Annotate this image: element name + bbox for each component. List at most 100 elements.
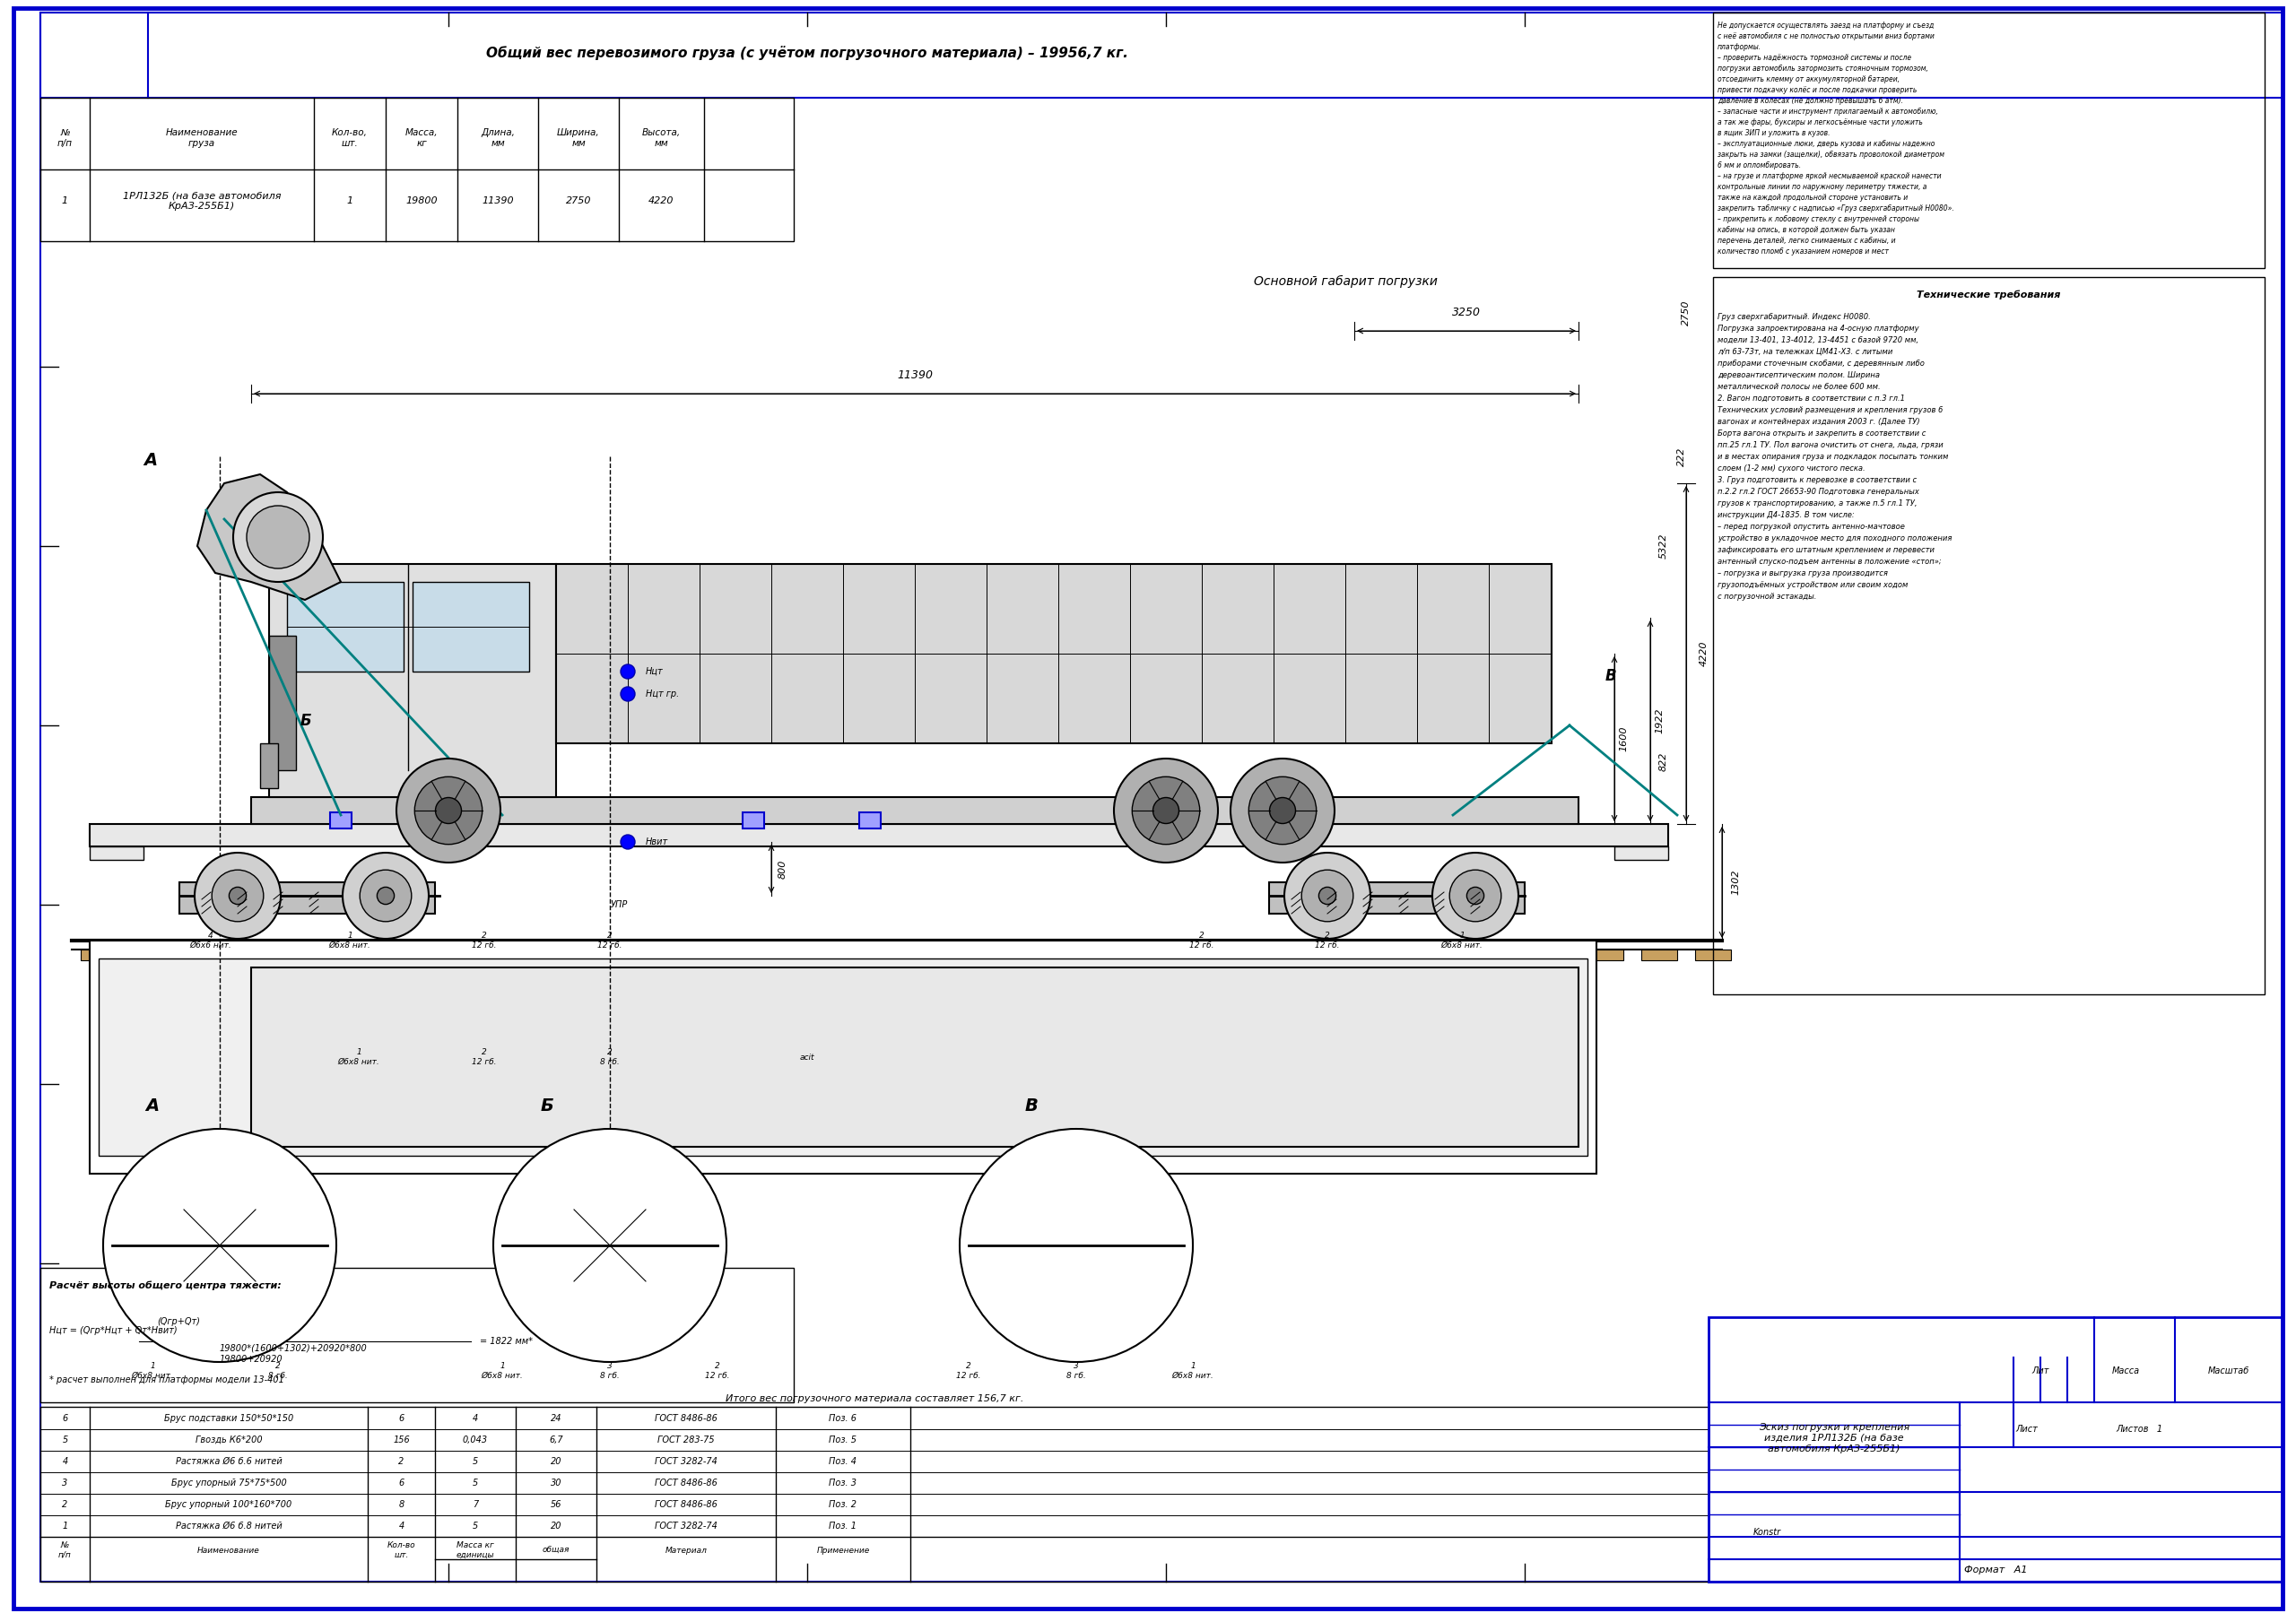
Circle shape: [377, 887, 395, 905]
Text: А: А: [145, 1098, 158, 1114]
Bar: [1426, 949, 1463, 960]
Text: 2: 2: [62, 1500, 69, 1508]
Bar: [188, 949, 225, 960]
Text: 800: 800: [778, 860, 788, 879]
Bar: [404, 949, 439, 960]
Bar: [41, 1268, 794, 1403]
Text: 1302: 1302: [1731, 869, 1740, 895]
Bar: [457, 949, 494, 960]
Text: ГОСТ 8486-86: ГОСТ 8486-86: [654, 1479, 716, 1487]
Text: А: А: [142, 453, 156, 469]
Text: Б: Б: [540, 1098, 553, 1114]
Circle shape: [1302, 869, 1352, 921]
Text: с неё автомобиля с не полностью открытыми вниз бортами: с неё автомобиля с не полностью открытым…: [1717, 32, 1936, 41]
Text: 2
8 гб.: 2 8 гб.: [269, 1362, 287, 1380]
Bar: [1102, 949, 1139, 960]
Bar: [269, 636, 296, 770]
Text: 1
Ø6x8 нит.: 1 Ø6x8 нит.: [131, 1362, 174, 1380]
Text: 2: 2: [400, 1457, 404, 1466]
Text: Поз. 6: Поз. 6: [829, 1414, 856, 1422]
Text: 2
12 гб.: 2 12 гб.: [473, 933, 496, 949]
Text: ГОСТ 8486-86: ГОСТ 8486-86: [654, 1414, 716, 1422]
Text: 5: 5: [62, 1435, 69, 1445]
Text: Длина,
мм: Длина, мм: [480, 128, 514, 148]
Text: 156: 156: [393, 1435, 409, 1445]
Text: 1
Ø6x8 нит.: 1 Ø6x8 нит.: [1171, 1362, 1215, 1380]
Text: 4: 4: [473, 1414, 478, 1422]
Text: 0,043: 0,043: [464, 1435, 489, 1445]
Circle shape: [620, 665, 636, 678]
Bar: [1534, 949, 1570, 960]
Bar: [673, 949, 709, 960]
Text: 4
Ø6x6 нит.: 4 Ø6x6 нит.: [191, 933, 232, 949]
Text: инструкции Д4-1835. В том числе:: инструкции Д4-1835. В том числе:: [1717, 511, 1855, 519]
Bar: [512, 949, 546, 960]
Bar: [556, 564, 1552, 743]
Text: Применение: Применение: [817, 1546, 870, 1554]
Text: 4: 4: [400, 1521, 404, 1531]
Text: Нцт гр.: Нцт гр.: [645, 689, 680, 699]
Text: также на каждой продольной стороне установить и: также на каждой продольной стороне устан…: [1717, 193, 1908, 201]
Text: – эксплуатационные люки, дверь кузова и кабины надежно: – эксплуатационные люки, дверь кузова и …: [1717, 139, 1936, 148]
Bar: [726, 949, 762, 960]
Circle shape: [620, 686, 636, 701]
Text: Konstr: Konstr: [1754, 1528, 1782, 1536]
Text: 11390: 11390: [898, 370, 932, 381]
Text: перечень деталей, легко снимаемых с кабины, и: перечень деталей, легко снимаемых с каби…: [1717, 237, 1896, 245]
Circle shape: [1433, 853, 1518, 939]
Text: с погрузочной эстакады.: с погрузочной эстакады.: [1717, 592, 1816, 600]
Text: 7: 7: [473, 1500, 478, 1508]
Bar: [1210, 949, 1247, 960]
Bar: [1713, 13, 2264, 268]
Text: 2. Вагон подготовить в соответствии с п.3 гл.1: 2. Вагон подготовить в соответствии с п.…: [1717, 394, 1906, 402]
Text: контрольные линии по наружному периметру тяжести, а: контрольные линии по наружному периметру…: [1717, 183, 1926, 191]
Bar: [1265, 949, 1300, 960]
Text: – запасные части и инструмент прилагаемый к автомобилю,: – запасные части и инструмент прилагаемы…: [1717, 107, 1938, 115]
Text: – погрузка и выгрузка груза производится: – погрузка и выгрузка груза производится: [1717, 569, 1887, 577]
Text: Нцт: Нцт: [645, 667, 664, 676]
Text: Не допускается осуществлять заезд на платформу и съезд: Не допускается осуществлять заезд на пла…: [1717, 21, 1933, 29]
Circle shape: [1114, 759, 1217, 863]
Bar: [41, 13, 2282, 97]
Text: 6: 6: [62, 1414, 69, 1422]
Text: – перед погрузкой опустить антенно-мачтовое: – перед погрузкой опустить антенно-мачто…: [1717, 522, 1906, 530]
Text: 30: 30: [551, 1479, 563, 1487]
Circle shape: [195, 853, 280, 939]
Text: Эскиз погрузки и крепления
изделия 1РЛ132Б (на базе
автомобиля КрАЗ-255Б1): Эскиз погрузки и крепления изделия 1РЛ13…: [1759, 1424, 1910, 1453]
Text: 2
12 гб.: 2 12 гб.: [597, 933, 622, 949]
Text: 19800: 19800: [406, 196, 439, 206]
Bar: [1318, 949, 1355, 960]
Text: грузоподъёмных устройством или своим ходом: грузоподъёмных устройством или своим ход…: [1717, 581, 1908, 589]
Circle shape: [1449, 869, 1502, 921]
Text: привести подкачку колёс и после подкачки проверить: привести подкачку колёс и после подкачки…: [1717, 86, 1917, 94]
Text: пп.25 гл.1 ТУ. Пол вагона очистить от снега, льда, грязи: пп.25 гл.1 ТУ. Пол вагона очистить от сн…: [1717, 441, 1942, 449]
Text: 5: 5: [473, 1521, 478, 1531]
Text: Масса,
кг: Масса, кг: [404, 128, 439, 148]
Text: – на грузе и платформе яркой несмываемой краской нанести: – на грузе и платформе яркой несмываемой…: [1717, 172, 1942, 180]
Bar: [565, 949, 602, 960]
Text: деревоантисептическим полом. Ширина: деревоантисептическим полом. Ширина: [1717, 371, 1880, 380]
Bar: [1192, 813, 1212, 829]
Circle shape: [342, 853, 429, 939]
Text: погрузки автомобиль затормозить стояночным тормозом,: погрузки автомобиль затормозить стояночн…: [1717, 65, 1929, 73]
Bar: [135, 949, 170, 960]
Bar: [1708, 1317, 2282, 1581]
Text: давление в колесах (не должно превышать 6 атм).: давление в колесах (не должно превышать …: [1717, 97, 1903, 105]
Text: В: В: [1024, 1098, 1038, 1114]
Text: Кол-во
шт.: Кол-во шт.: [388, 1541, 416, 1559]
Bar: [1049, 949, 1086, 960]
Text: 6 мм и опломбировать.: 6 мм и опломбировать.: [1717, 162, 1800, 169]
Text: антенный спуско-подъем антенны в положение «стоп»;: антенный спуско-подъем антенны в положен…: [1717, 558, 1942, 566]
Bar: [90, 847, 142, 860]
Text: количество пломб с указанием номеров и мест: количество пломб с указанием номеров и м…: [1717, 248, 1890, 256]
Text: 3: 3: [62, 1479, 69, 1487]
Bar: [41, 1406, 1708, 1581]
Text: 822: 822: [1660, 751, 1669, 770]
Text: в ящик ЗИП и уложить в кузов.: в ящик ЗИП и уложить в кузов.: [1717, 130, 1830, 138]
Bar: [41, 97, 794, 242]
Text: УПР: УПР: [611, 900, 627, 910]
Bar: [1587, 949, 1623, 960]
Text: Лит: Лит: [2032, 1366, 2048, 1375]
Circle shape: [1249, 777, 1316, 845]
Text: слоем (1-2 мм) сухого чистого песка.: слоем (1-2 мм) сухого чистого песка.: [1717, 464, 1864, 472]
